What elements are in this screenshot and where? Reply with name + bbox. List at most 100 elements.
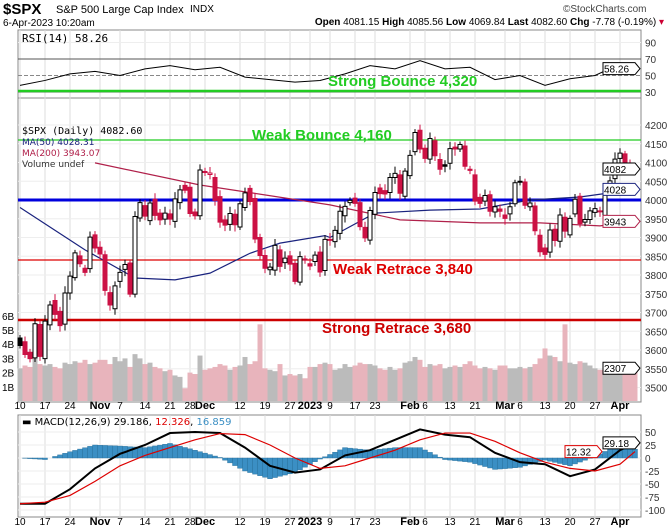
volume-bar [467, 361, 473, 401]
macd-histogram-bar [427, 452, 433, 459]
candle-body [317, 251, 323, 273]
candle-body [402, 170, 408, 197]
candle-body [362, 226, 368, 239]
x-tick-label: 21 [469, 517, 481, 528]
volume-bar [622, 366, 628, 401]
volume-bar [252, 361, 258, 401]
open-value: 4081.15 [343, 17, 380, 28]
candle-body [257, 237, 263, 256]
x-tick-label: 2023 [298, 516, 322, 528]
volume-bar [187, 372, 193, 401]
price-tick-label: 3650 [645, 327, 668, 338]
volume-bar [152, 366, 158, 401]
candle-body [57, 310, 63, 327]
exchange: INDX [190, 4, 214, 15]
macd-histogram-bar [462, 457, 468, 462]
volume-bar [492, 369, 498, 401]
candle-body [512, 182, 518, 205]
volume-bar [312, 366, 318, 401]
candle-body [322, 238, 328, 271]
volume-last-value-tag [602, 361, 641, 375]
x-tick-label: Nov [90, 400, 112, 412]
candle-body [202, 171, 208, 173]
x-tick-label: 12 [234, 517, 246, 528]
volume-bar [297, 374, 303, 401]
volume-bar [82, 359, 88, 401]
volume-bar [452, 365, 458, 401]
candle-body [107, 292, 113, 306]
macd-tick-label: -25 [645, 467, 660, 478]
volume-bar [547, 355, 553, 401]
candle-body [132, 216, 138, 295]
volume-bar [87, 364, 93, 401]
volume-bar [162, 371, 168, 401]
price-tick-label: 3500 [645, 384, 668, 395]
volume-bar [432, 365, 438, 401]
x-tick-label: 6 [422, 401, 428, 412]
level-label: Weak Bounce 4,160 [252, 127, 392, 144]
ma200-last-value-tag [602, 214, 641, 228]
rsi-tick-label: 30 [645, 88, 657, 99]
candle-body [427, 138, 433, 160]
macd-histogram-bar [82, 447, 88, 459]
macd-histogram-bar [377, 448, 383, 459]
macd-histogram-bar [147, 446, 153, 459]
candle-body [252, 198, 258, 240]
macd-histogram-bar [477, 457, 483, 466]
price-tick-label: 4100 [645, 159, 668, 170]
volume-bar [542, 348, 548, 401]
volume-bar [522, 368, 528, 401]
macd-histogram-bar [167, 443, 173, 459]
volume-bar [607, 371, 613, 401]
macd-histogram-bar [567, 457, 573, 467]
macd-histogram-bar [222, 457, 228, 461]
signal-line [19, 432, 636, 505]
volume-bar [397, 368, 403, 401]
x-tick-label: Mar [495, 516, 515, 528]
price-tick-label: 4050 [645, 177, 668, 188]
macd-histogram-bar [52, 456, 58, 459]
last-label: Last [507, 17, 529, 28]
macd-histogram-bar [577, 457, 583, 463]
x-tick-label: 17 [349, 401, 361, 412]
volume-bar [627, 368, 633, 401]
volume-bar [242, 356, 248, 401]
volume-bar [632, 368, 638, 401]
macd-last-value-tag [602, 436, 641, 450]
candle-body [487, 194, 493, 212]
rsi-title: RSI(14) 58.26 [22, 32, 109, 45]
x-tick-label: 7 [117, 401, 123, 412]
candle-body [442, 164, 448, 167]
candle-body [452, 146, 458, 150]
rsi-tick-label: 90 [645, 39, 657, 50]
macd-histogram-bar [182, 447, 188, 459]
candle-body [182, 184, 188, 191]
candle-body [217, 196, 223, 223]
macd-histogram-bar [422, 449, 428, 459]
candle-body [567, 217, 573, 236]
volume-bar [32, 356, 38, 401]
candle-body [502, 214, 508, 219]
volume-bar [302, 378, 308, 401]
macd-histogram-bar [407, 447, 413, 459]
price-tick-label: 3900 [645, 234, 668, 245]
volume-bar [442, 368, 448, 401]
volume-bar [232, 366, 238, 401]
candle-body [597, 210, 603, 213]
volume-bar [67, 364, 73, 401]
volume-bar [417, 359, 423, 401]
volume-bar [137, 358, 143, 401]
x-tick-label: 7 [117, 517, 123, 528]
x-tick-label: 13 [539, 401, 551, 412]
ma200-last-value: 3943 [604, 217, 627, 228]
candle-body [617, 152, 623, 159]
macd-histogram-bar [487, 457, 493, 469]
candle-body [42, 320, 48, 360]
macd-histogram-bar [187, 448, 193, 459]
candle-body [262, 255, 268, 269]
x-tick-label: 17 [349, 517, 361, 528]
candle-body [382, 190, 388, 195]
candle-body [342, 205, 348, 217]
volume-bar [142, 364, 148, 401]
